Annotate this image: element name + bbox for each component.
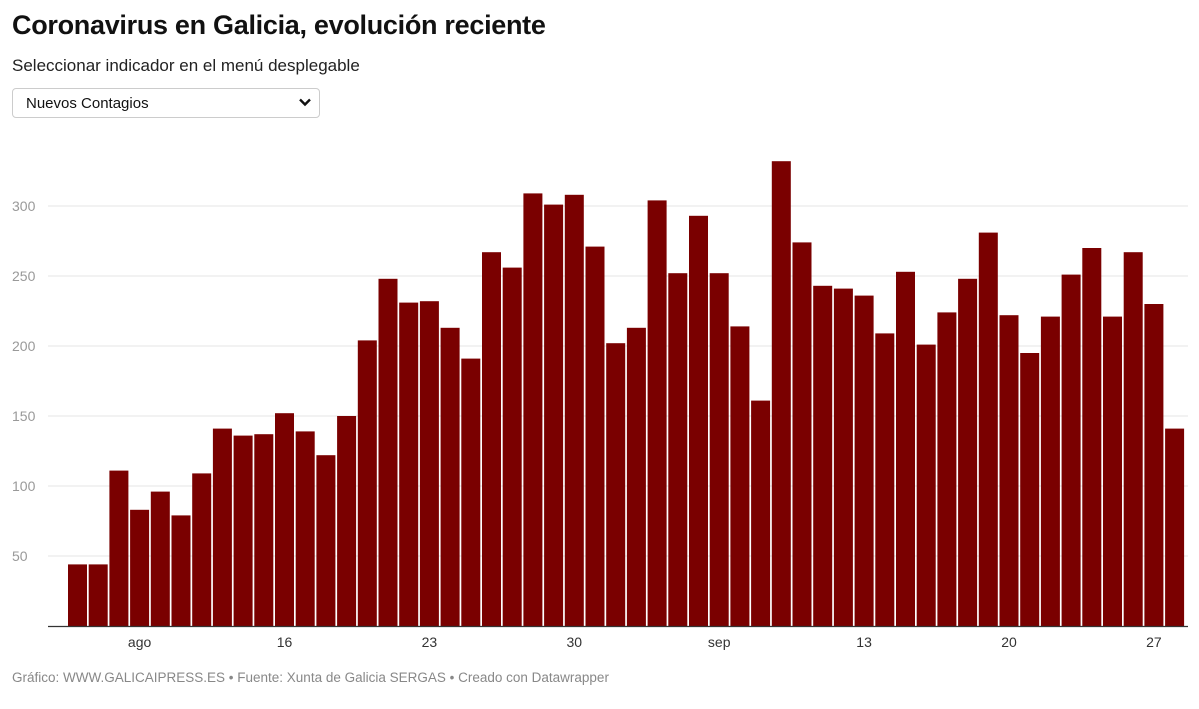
bar bbox=[999, 315, 1019, 626]
bar bbox=[916, 344, 936, 626]
bar bbox=[337, 416, 357, 626]
bar bbox=[88, 564, 108, 626]
bar bbox=[668, 273, 688, 626]
x-tick-label: 20 bbox=[1001, 634, 1017, 650]
bar bbox=[130, 509, 150, 626]
bar bbox=[419, 301, 439, 626]
y-tick-label: 100 bbox=[12, 478, 36, 494]
bar bbox=[1061, 274, 1081, 626]
y-tick-label: 300 bbox=[12, 198, 36, 214]
bar bbox=[854, 295, 874, 626]
bar bbox=[771, 161, 791, 626]
bar bbox=[647, 200, 667, 626]
bar bbox=[1020, 353, 1040, 626]
bar bbox=[751, 400, 771, 626]
bar bbox=[544, 204, 564, 626]
bar bbox=[1165, 428, 1185, 626]
bar bbox=[1082, 248, 1102, 626]
y-tick-label: 50 bbox=[12, 548, 28, 564]
indicator-dropdown[interactable]: Nuevos Contagios bbox=[12, 88, 320, 118]
chart-subtitle: Seleccionar indicador en el menú despleg… bbox=[12, 56, 360, 75]
chevron-down-icon bbox=[299, 98, 311, 107]
bar bbox=[1144, 304, 1164, 626]
bar bbox=[68, 564, 87, 626]
y-tick-label: 150 bbox=[12, 408, 36, 424]
bar bbox=[792, 242, 812, 626]
footer-credits: Gráfico: WWW.GALICAIPRESS.ES • Fuente: X… bbox=[12, 670, 609, 685]
bar bbox=[212, 428, 232, 626]
dropdown-selected-value: Nuevos Contagios bbox=[26, 95, 149, 112]
x-tick-label: sep bbox=[708, 634, 731, 650]
bar bbox=[171, 515, 191, 626]
bar bbox=[523, 193, 543, 626]
bar bbox=[585, 246, 605, 626]
bar bbox=[316, 455, 336, 626]
bar bbox=[461, 358, 481, 626]
x-tick-label: 30 bbox=[567, 634, 583, 650]
bar bbox=[440, 327, 460, 626]
bar bbox=[254, 434, 274, 626]
x-tick-label: 13 bbox=[856, 634, 872, 650]
bar bbox=[978, 232, 998, 626]
chart-title: Coronavirus en Galicia, evolución recien… bbox=[12, 10, 546, 40]
bar bbox=[937, 312, 957, 626]
bar bbox=[833, 288, 853, 626]
bar bbox=[689, 215, 708, 627]
bar bbox=[1040, 316, 1060, 626]
x-tick-label: 23 bbox=[422, 634, 438, 650]
bar bbox=[233, 435, 253, 626]
bar bbox=[502, 267, 522, 626]
bar bbox=[378, 278, 398, 626]
bar bbox=[813, 285, 833, 626]
bar bbox=[1123, 252, 1143, 626]
bar bbox=[958, 278, 978, 626]
x-tick-label: 16 bbox=[277, 634, 293, 650]
bar bbox=[109, 470, 129, 626]
bar bbox=[606, 343, 626, 626]
bar bbox=[295, 431, 315, 626]
y-tick-label: 250 bbox=[12, 268, 36, 284]
bar bbox=[150, 491, 170, 626]
bar bbox=[192, 473, 212, 626]
bar bbox=[357, 340, 377, 626]
y-tick-label: 200 bbox=[12, 338, 36, 354]
bar bbox=[482, 252, 501, 626]
bar bbox=[626, 327, 646, 626]
bar bbox=[730, 326, 750, 626]
bar bbox=[875, 333, 895, 626]
bar bbox=[709, 273, 729, 626]
bar bbox=[564, 194, 584, 627]
bar bbox=[399, 302, 419, 626]
bar bbox=[896, 271, 915, 626]
bar bbox=[1103, 316, 1122, 626]
x-tick-label: ago bbox=[128, 634, 152, 650]
x-tick-label: 27 bbox=[1146, 634, 1162, 650]
bar bbox=[275, 413, 294, 626]
